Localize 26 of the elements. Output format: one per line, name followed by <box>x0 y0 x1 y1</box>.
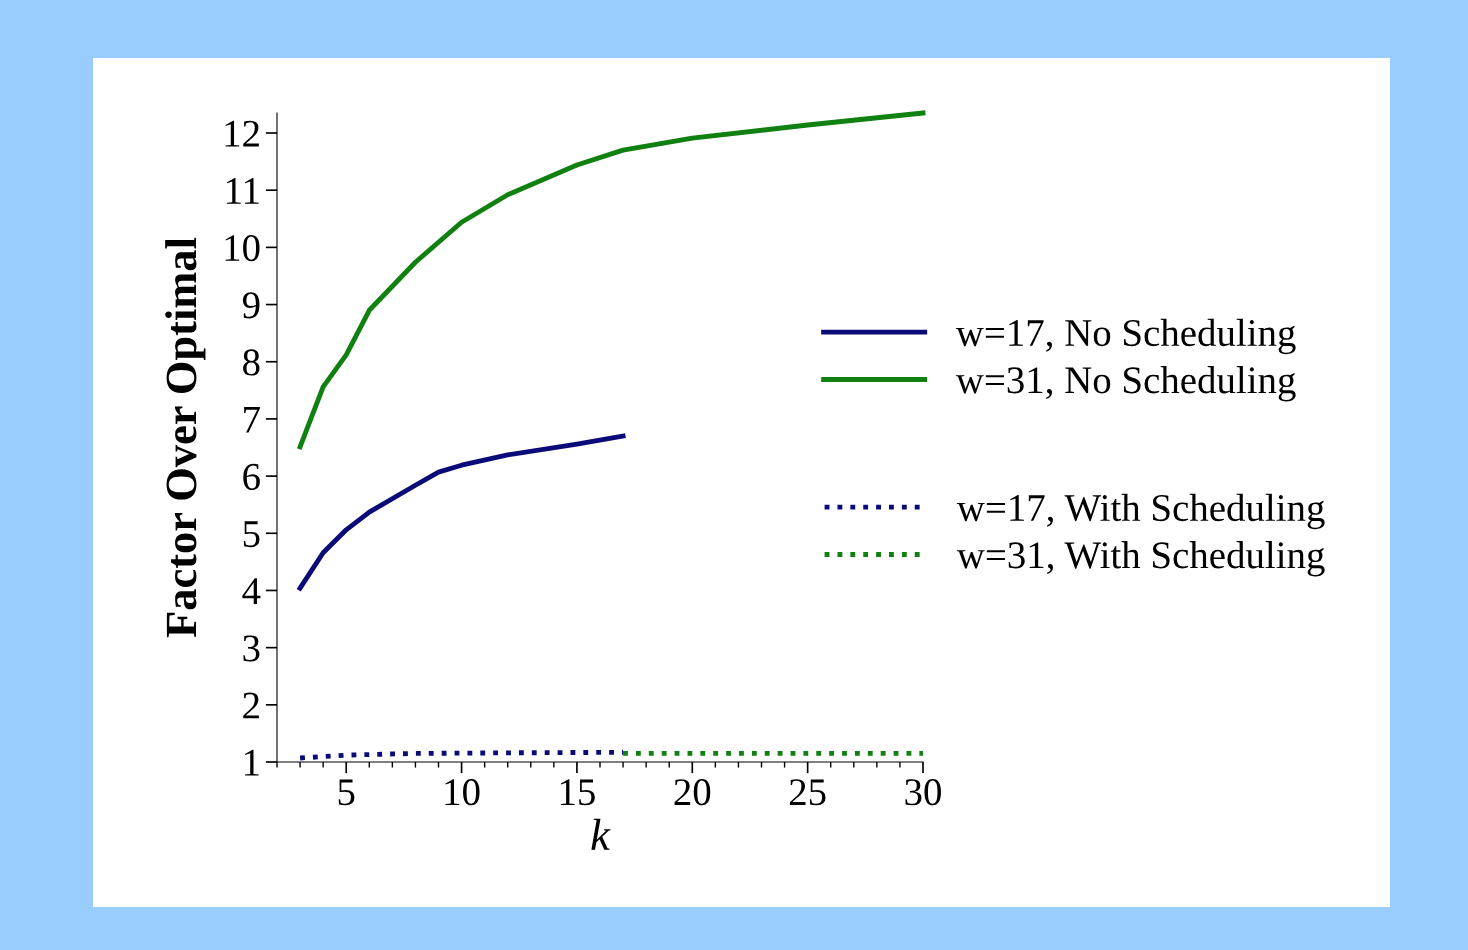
line-series <box>297 433 626 591</box>
line-series <box>297 110 926 450</box>
legend-label: w=31, No Scheduling <box>955 366 1296 402</box>
y-tick-label: 9 <box>242 292 260 319</box>
y-tick-label: 11 <box>227 178 259 204</box>
y-axis-title: Factor Over Optimal <box>165 237 206 638</box>
y-tick-label: 6 <box>243 463 260 490</box>
x-tick-label: 20 <box>674 779 711 806</box>
y-tick-label: 3 <box>243 635 260 662</box>
x-tick-label: 5 <box>338 779 355 806</box>
legend-label: w=17, With Scheduling <box>956 493 1325 530</box>
x-tick-label: 25 <box>789 779 826 806</box>
x-tick-label: 15 <box>560 779 595 806</box>
x-axis-title: k <box>591 818 611 850</box>
legend-label: w=17, No Scheduling <box>955 318 1296 355</box>
y-tick-label: 8 <box>243 349 260 376</box>
legend-label: w=31, With Scheduling <box>956 541 1325 577</box>
x-tick-label: 10 <box>445 779 480 806</box>
y-tick-label: 4 <box>242 578 261 604</box>
y-tick-label: 1 <box>245 749 259 776</box>
y-tick-label: 5 <box>243 521 260 548</box>
y-tick-label: 2 <box>243 692 259 719</box>
x-tick-label: 30 <box>905 779 941 806</box>
y-tick-label: 7 <box>244 406 260 433</box>
y-tick-label: 10 <box>225 235 260 262</box>
y-tick-label: 12 <box>225 120 259 147</box>
